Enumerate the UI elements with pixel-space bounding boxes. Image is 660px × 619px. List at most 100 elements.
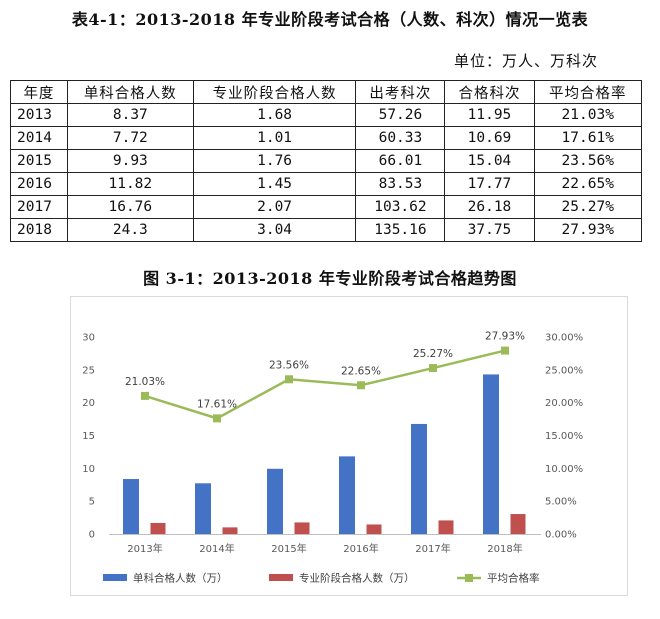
x-tick-label: 2017年 <box>415 542 450 555</box>
cell-single-pass: 11.82 <box>66 172 194 196</box>
cell-single-pass: 7.72 <box>66 126 194 150</box>
line-point <box>501 346 509 355</box>
data-label: 25.27% <box>413 348 453 360</box>
cell-exam-sessions: 57.26 <box>355 103 446 127</box>
cell-year: 2014 <box>10 126 68 150</box>
bar-stage-pass <box>294 522 310 534</box>
cell-year: 2016 <box>10 172 68 196</box>
table-title: 表4-1：2013-2018 年专业阶段考试合格（人数、科次）情况一览表 <box>71 10 589 29</box>
bar-single-pass <box>483 374 499 534</box>
y2-tick-label: 30.00% <box>545 333 583 344</box>
cell-pass-rate: 17.61% <box>533 126 642 150</box>
cell-stage-pass: 2.07 <box>192 195 357 219</box>
cell-year: 2015 <box>10 149 68 173</box>
x-tick-label: 2016年 <box>343 542 378 555</box>
header-pass-sessions: 合格科次 <box>444 80 535 104</box>
table-row: 2016 11.82 1.45 83.53 17.77 22.65% <box>10 172 642 196</box>
cell-year: 2017 <box>10 195 68 219</box>
x-tick-label: 2018年 <box>487 542 522 555</box>
legend-pass-rate-text: 平均合格率 <box>487 572 540 585</box>
cell-pass-rate: 22.65% <box>533 172 642 196</box>
header-exam-sessions: 出考科次 <box>355 80 446 104</box>
cell-pass-sessions: 15.04 <box>444 149 535 173</box>
trend-chart: 0 5 10 15 20 25 30 0.00% 5.00% 10.00% 15.00% 20.00%… <box>82 331 583 585</box>
data-label: 17.61% <box>197 398 237 410</box>
cell-exam-sessions: 135.16 <box>355 218 446 242</box>
bar-single-pass <box>411 423 427 534</box>
header-pass-rate: 平均合格率 <box>533 80 642 104</box>
line-point <box>141 391 149 400</box>
cell-exam-sessions: 60.33 <box>355 126 446 150</box>
data-label: 23.56% <box>269 359 309 371</box>
y2-tick-label: 10.00% <box>545 464 583 475</box>
line-pass-rate <box>144 349 506 420</box>
cell-single-pass: 16.76 <box>66 195 194 219</box>
bar-single-pass <box>339 456 355 534</box>
y-tick-label: 10 <box>82 464 95 475</box>
cell-year: 2018 <box>10 218 68 242</box>
cell-pass-rate: 23.56% <box>533 149 642 173</box>
cell-single-pass: 8.37 <box>66 103 194 127</box>
cell-exam-sessions: 66.01 <box>355 149 446 173</box>
cell-pass-sessions: 37.75 <box>444 218 535 242</box>
cell-pass-sessions: 26.18 <box>444 195 535 219</box>
cell-stage-pass: 1.45 <box>192 172 357 196</box>
y2-tick-label: 0.00% <box>545 530 577 541</box>
y2-tick-label: 25.00% <box>545 365 583 376</box>
y-tick-label: 5 <box>89 497 95 508</box>
table-row: 2017 16.76 2.07 103.62 26.18 25.27% <box>10 195 642 219</box>
bar-stage-pass <box>510 514 526 534</box>
cell-stage-pass: 1.68 <box>192 103 357 127</box>
x-tick-label: 2015年 <box>271 542 306 555</box>
cell-stage-pass: 3.04 <box>192 218 357 242</box>
x-tick-label: 2014年 <box>199 542 234 555</box>
cell-single-pass: 9.93 <box>66 149 194 173</box>
y2-tick-label: 20.00% <box>545 398 583 409</box>
data-label: 27.93% <box>485 331 525 343</box>
legend-stage-pass-swatch <box>269 574 293 581</box>
unit-label: 单位：万人、万科次 <box>453 52 598 70</box>
y2-tick-label: 5.00% <box>545 497 577 508</box>
header-single-pass: 单科合格人数 <box>66 80 194 104</box>
bar-stage-pass <box>366 524 382 534</box>
y-tick-label: 20 <box>82 398 95 409</box>
legend-single-pass-swatch <box>103 574 127 581</box>
legend-pass-rate-marker <box>465 574 473 582</box>
cell-pass-rate: 21.03% <box>533 103 642 127</box>
y-tick-label: 0 <box>89 530 95 541</box>
data-table: 年度 单科合格人数 专业阶段合格人数 出考科次 合格科次 平均合格率 2013 8… <box>10 80 642 242</box>
legend-stage-pass-text: 专业阶段合格人数（万） <box>299 572 415 585</box>
data-label: 22.65% <box>341 365 381 377</box>
line-point <box>285 375 293 384</box>
data-label: 21.03% <box>125 376 165 388</box>
line-point <box>357 381 365 390</box>
cell-single-pass: 24.3 <box>66 218 194 242</box>
y2-tick-label: 15.00% <box>545 431 583 442</box>
bar-single-pass <box>195 483 211 534</box>
table-row: 2013 8.37 1.68 57.26 11.95 21.03% <box>10 103 642 127</box>
cell-pass-rate: 27.93% <box>533 218 642 242</box>
cell-pass-sessions: 17.77 <box>444 172 535 196</box>
cell-exam-sessions: 103.62 <box>355 195 446 219</box>
y-tick-label: 30 <box>82 333 95 344</box>
bar-stage-pass <box>150 522 166 534</box>
header-year: 年度 <box>10 80 68 104</box>
cell-stage-pass: 1.01 <box>192 126 357 150</box>
cell-pass-sessions: 11.95 <box>444 103 535 127</box>
table-header-row: 年度 单科合格人数 专业阶段合格人数 出考科次 合格科次 平均合格率 <box>10 80 642 104</box>
chart-container: 0 5 10 15 20 25 30 0.00% 5.00% 10.00% 15.00% 20.00%… <box>70 296 628 596</box>
bar-single-pass <box>123 479 139 534</box>
table-row: 2018 24.3 3.04 135.16 37.75 27.93% <box>10 218 642 242</box>
chart-title: 图 3-1：2013-2018 年专业阶段考试合格趋势图 <box>143 269 517 288</box>
line-point <box>429 364 437 373</box>
cell-pass-sessions: 10.69 <box>444 126 535 150</box>
bar-stage-pass <box>222 527 238 534</box>
table-row: 2015 9.93 1.76 66.01 15.04 23.56% <box>10 149 642 173</box>
x-tick-label: 2013年 <box>127 542 162 555</box>
cell-pass-rate: 25.27% <box>533 195 642 219</box>
legend-single-pass-text: 单科合格人数（万） <box>133 572 228 585</box>
table-row: 2014 7.72 1.01 60.33 10.69 17.61% <box>10 126 642 150</box>
cell-exam-sessions: 83.53 <box>355 172 446 196</box>
line-point <box>213 414 221 423</box>
y-tick-label: 25 <box>82 365 95 376</box>
